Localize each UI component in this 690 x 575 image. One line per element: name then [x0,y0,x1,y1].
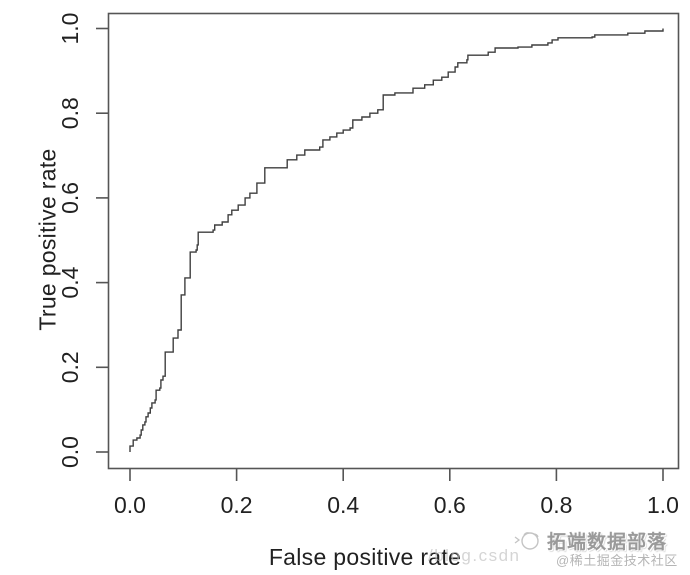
x-tick-label: 0.0 [114,492,146,518]
community-handle-watermark: @稀土掘金技术社区 [556,553,678,568]
y-tick-label: 0.2 [57,351,83,383]
x-axis: 0.0 0.2 0.4 0.6 0.8 1.0 [114,468,679,518]
csdn-watermark: /blog.csdn [428,546,521,565]
x-tick-label: 1.0 [647,492,679,518]
sketch-mascot-icon [514,531,539,550]
plot-box [107,12,680,470]
x-tick-label: 0.6 [434,492,466,518]
brand-watermark-label: 拓端数据部落 [547,532,668,553]
x-tick-label: 0.2 [221,492,253,518]
y-tick-label: 0.0 [57,436,83,468]
brand-watermark: 拓端数据部落 [512,527,667,554]
y-tick-label: 0.6 [57,182,83,214]
y-axis: 0.0 0.2 0.4 0.6 0.8 1.0 [57,13,109,468]
y-tick-label: 0.4 [57,266,83,298]
y-axis-title: True positive rate [34,148,61,331]
y-tick-label: 1.0 [57,13,83,45]
x-tick-label: 0.8 [540,492,572,518]
y-tick-label: 0.8 [57,97,83,129]
x-axis-title: False positive rate [268,544,462,570]
x-tick-label: 0.4 [327,492,359,518]
roc-curve [129,28,664,452]
